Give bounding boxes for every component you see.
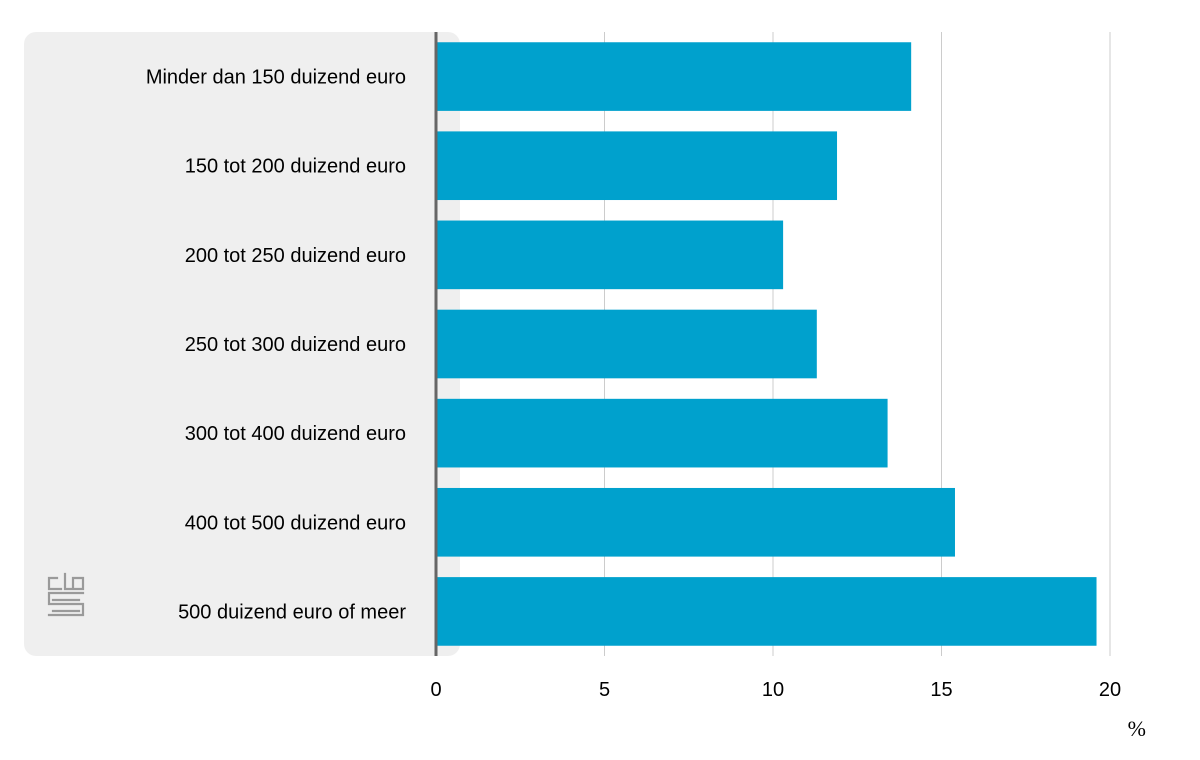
x-tick-label: 15 (930, 679, 952, 701)
x-tick-label: 20 (1099, 679, 1121, 701)
category-labels: Minder dan 150 duizend euro 150 tot 200 d… (146, 67, 407, 624)
cbs-logo (47, 572, 85, 617)
x-tick-labels: 0 5 10 15 20 (430, 679, 1121, 701)
x-tick-label: 0 (430, 679, 441, 701)
category-label: 400 tot 500 duizend euro (185, 512, 406, 534)
category-label: 200 tot 250 duizend euro (185, 245, 406, 267)
x-tick-label: 10 (762, 679, 784, 701)
bar (436, 131, 838, 201)
bar (436, 577, 1097, 646)
bar (436, 220, 784, 290)
category-label-panel (24, 32, 460, 656)
x-tick-label: 5 (599, 679, 610, 701)
bar (436, 487, 955, 557)
category-label: 250 tot 300 duizend euro (185, 334, 406, 356)
category-label: 500 duizend euro of meer (178, 601, 406, 623)
category-label: 300 tot 400 duizend euro (185, 423, 406, 445)
bars (436, 42, 1097, 646)
category-label: Minder dan 150 duizend euro (146, 67, 406, 89)
bar (436, 42, 912, 111)
x-axis-unit: % (1128, 716, 1146, 741)
bar (436, 398, 888, 468)
category-label: 150 tot 200 duizend euro (185, 156, 406, 178)
bar (436, 309, 817, 379)
